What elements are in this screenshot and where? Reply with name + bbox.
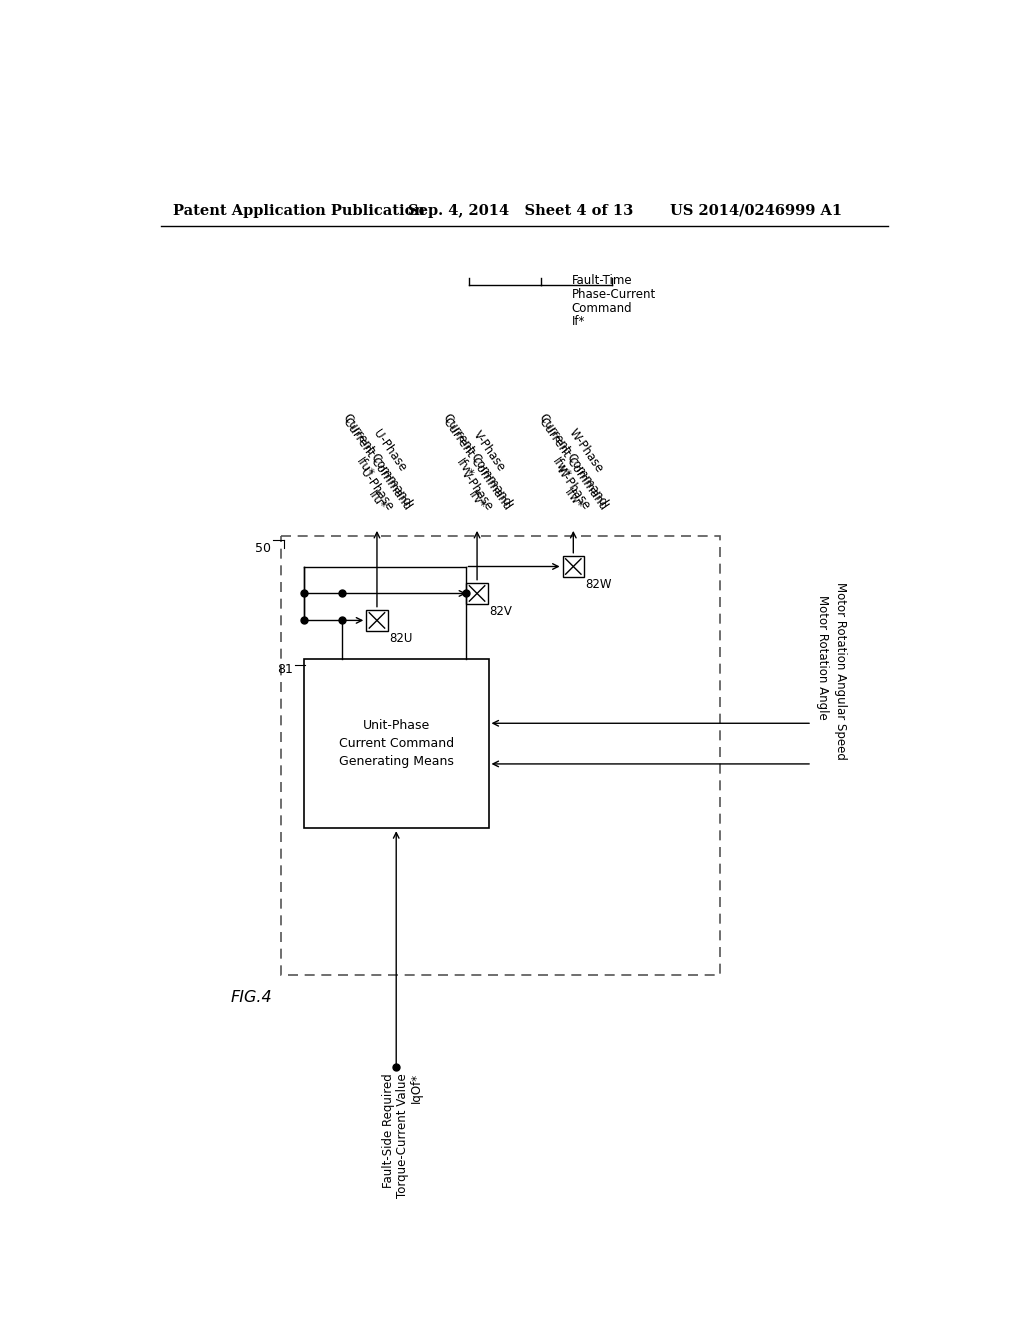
Text: 50: 50 xyxy=(255,543,271,554)
Text: Phase-Current: Phase-Current xyxy=(571,288,655,301)
Text: Ifu*: Ifu* xyxy=(366,488,388,512)
Text: Motor Rotation Angle: Motor Rotation Angle xyxy=(816,595,828,719)
Text: Command: Command xyxy=(571,302,632,314)
Text: US 2014/0246999 A1: US 2014/0246999 A1 xyxy=(670,203,842,218)
Text: 82U: 82U xyxy=(389,632,413,645)
Bar xyxy=(466,582,487,605)
Text: Ifw*: Ifw* xyxy=(561,487,585,512)
Text: V-Phase: V-Phase xyxy=(459,467,496,512)
Text: Torque-Current Value: Torque-Current Value xyxy=(396,1073,409,1199)
Text: IqOf*: IqOf* xyxy=(410,1073,423,1104)
Text: FIG.4: FIG.4 xyxy=(230,990,272,1005)
Bar xyxy=(304,659,488,829)
Bar xyxy=(562,556,584,577)
Text: V-Phase
Current Command
Ifv*: V-Phase Current Command Ifv* xyxy=(428,403,526,516)
Text: Fault-Side Required: Fault-Side Required xyxy=(382,1073,395,1188)
Text: Fault-Time: Fault-Time xyxy=(571,275,632,286)
Text: Patent Application Publication: Patent Application Publication xyxy=(173,203,425,218)
Text: If*: If* xyxy=(571,315,585,329)
Text: W-Phase
Current Command
Ifw*: W-Phase Current Command Ifw* xyxy=(524,403,623,516)
Text: Sep. 4, 2014   Sheet 4 of 13: Sep. 4, 2014 Sheet 4 of 13 xyxy=(408,203,633,218)
Text: Motor Rotation Angular Speed: Motor Rotation Angular Speed xyxy=(834,582,847,760)
Bar xyxy=(367,610,388,631)
Text: 82V: 82V xyxy=(489,605,512,618)
Text: Unit-Phase
Current Command
Generating Means: Unit-Phase Current Command Generating Me… xyxy=(339,719,454,768)
Text: 82W: 82W xyxy=(586,578,612,591)
Text: Current Command: Current Command xyxy=(440,416,514,512)
Text: Current Command: Current Command xyxy=(537,416,610,512)
Text: Current Command: Current Command xyxy=(340,416,414,512)
Text: 81: 81 xyxy=(278,663,293,676)
Text: W-Phase: W-Phase xyxy=(553,463,593,512)
Text: U-Phase: U-Phase xyxy=(357,466,396,512)
Text: Ifv*: Ifv* xyxy=(466,488,488,512)
Text: U-Phase
Current Command
Ifu*: U-Phase Current Command Ifu* xyxy=(328,403,426,516)
